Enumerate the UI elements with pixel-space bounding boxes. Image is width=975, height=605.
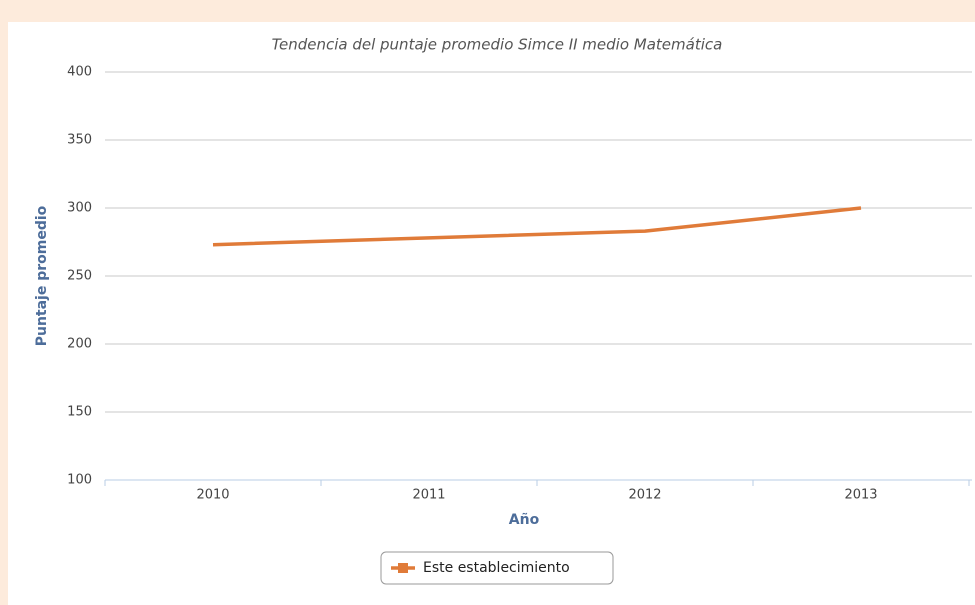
- x-tick-label: 2013: [844, 488, 877, 503]
- y-tick-label: 350: [67, 133, 92, 148]
- y-tick-label: 400: [67, 65, 92, 80]
- legend-marker: [398, 563, 408, 573]
- y-tick-label: 100: [67, 473, 92, 488]
- line-series: [212, 206, 862, 247]
- y-tick-label: 200: [67, 337, 92, 352]
- y-tick-label: 250: [67, 269, 92, 284]
- legend-box: [380, 551, 614, 585]
- y-axis-title: Puntaje promedio: [34, 205, 50, 346]
- x-axis-title: Año: [509, 512, 540, 528]
- y-tick-label: 300: [67, 201, 92, 216]
- chart-title: Tendencia del puntaje promedio Simce II …: [272, 36, 723, 54]
- x-tick-label: 2011: [412, 488, 445, 503]
- x-tick-label: 2010: [196, 488, 229, 503]
- legend-label: Este establecimiento: [423, 560, 570, 576]
- x-tick-label: 2012: [628, 488, 661, 503]
- y-tick-label: 150: [67, 405, 92, 420]
- chart-panel: [8, 22, 975, 605]
